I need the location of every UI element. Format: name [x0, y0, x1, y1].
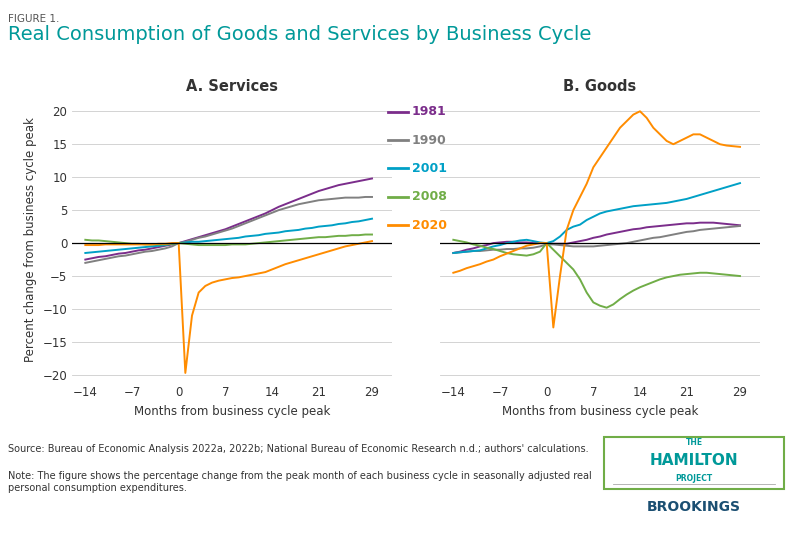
Text: Real Consumption of Goods and Services by Business Cycle: Real Consumption of Goods and Services b… — [8, 25, 591, 44]
Title: B. Goods: B. Goods — [563, 79, 637, 94]
Text: 2020: 2020 — [412, 219, 447, 232]
Text: HAMILTON: HAMILTON — [650, 453, 738, 468]
Text: BROOKINGS: BROOKINGS — [647, 500, 741, 514]
X-axis label: Months from business cycle peak: Months from business cycle peak — [134, 405, 330, 418]
Text: Source: Bureau of Economic Analysis 2022a, 2022b; National Bureau of Economic Re: Source: Bureau of Economic Analysis 2022… — [8, 444, 589, 454]
Text: THE: THE — [686, 438, 702, 447]
FancyBboxPatch shape — [604, 437, 784, 489]
Text: Note: The figure shows the percentage change from the peak month of each busines: Note: The figure shows the percentage ch… — [8, 471, 592, 493]
Title: A. Services: A. Services — [186, 79, 278, 94]
Text: 2008: 2008 — [412, 190, 447, 203]
Text: 2001: 2001 — [412, 162, 447, 175]
X-axis label: Months from business cycle peak: Months from business cycle peak — [502, 405, 698, 418]
Y-axis label: Percent change from business cycle peak: Percent change from business cycle peak — [24, 117, 37, 362]
Text: 1990: 1990 — [412, 134, 446, 147]
Text: PROJECT: PROJECT — [675, 474, 713, 483]
Text: 1981: 1981 — [412, 105, 446, 118]
Text: FIGURE 1.: FIGURE 1. — [8, 14, 59, 23]
